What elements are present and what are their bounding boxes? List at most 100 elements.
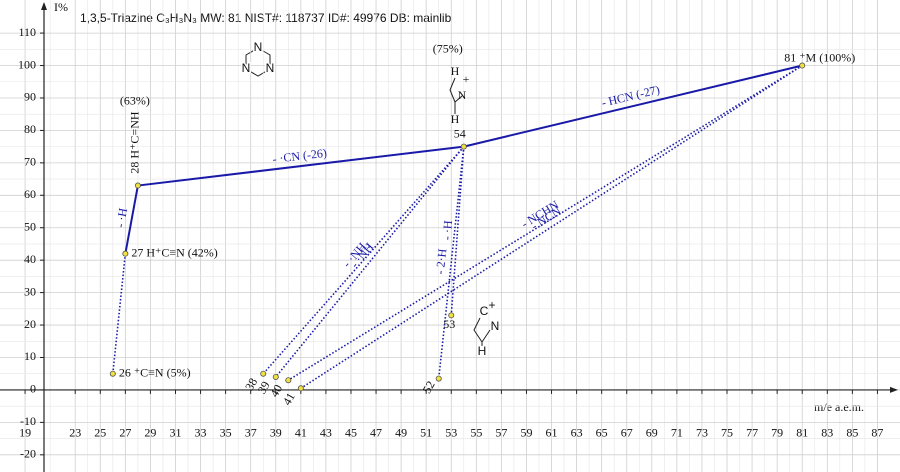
x-tick-label: 71 bbox=[671, 426, 683, 440]
x-tick-label: 41 bbox=[295, 426, 307, 440]
y-tick-label: -20 bbox=[20, 447, 36, 461]
peak-point bbox=[272, 373, 279, 380]
x-axis-arrow bbox=[890, 386, 898, 393]
peak-label: 52 bbox=[420, 378, 438, 395]
x-tick-label: 61 bbox=[546, 426, 558, 440]
y-axis-arrow bbox=[41, 2, 47, 10]
atom-label: H bbox=[478, 344, 487, 358]
loss-label: - 2·H bbox=[433, 248, 450, 275]
peak-point bbox=[260, 370, 267, 377]
transition-line bbox=[112, 253, 127, 374]
chart-title: 1,3,5-Triazine C₃H₃N₃ MW: 81 NIST#: 1187… bbox=[80, 11, 452, 25]
y-tick-label: 70 bbox=[24, 155, 36, 169]
x-tick-label: 47 bbox=[370, 426, 382, 440]
x-tick-label: 59 bbox=[520, 426, 532, 440]
x-tick-label: 63 bbox=[571, 426, 583, 440]
peak-label: 81 ⁺M (100%) bbox=[784, 50, 855, 64]
x-tick-label: 67 bbox=[621, 426, 633, 440]
atom-label: + bbox=[488, 298, 495, 312]
x-tick-label: 51 bbox=[420, 426, 432, 440]
peak-point bbox=[122, 250, 129, 257]
x-tick-label: 83 bbox=[821, 426, 833, 440]
x-tick-label: 57 bbox=[495, 426, 507, 440]
transition-line bbox=[287, 64, 803, 381]
atom-label: + bbox=[463, 72, 470, 86]
y-tick-label: 100 bbox=[18, 57, 36, 71]
y-axis-label: I% bbox=[54, 0, 68, 14]
x-tick-label: 73 bbox=[696, 426, 708, 440]
y-tick-label: 30 bbox=[24, 284, 36, 298]
atom-label: N bbox=[254, 40, 263, 54]
x-tick-label: 69 bbox=[646, 426, 658, 440]
x-tick-label: 19 bbox=[19, 426, 31, 440]
x-tick-label: 35 bbox=[220, 426, 232, 440]
x-tick-label: 55 bbox=[470, 426, 482, 440]
x-tick-label: 65 bbox=[596, 426, 608, 440]
peak-point bbox=[109, 370, 116, 377]
peak-point bbox=[448, 312, 455, 319]
transition-line bbox=[124, 185, 139, 254]
transitions bbox=[112, 64, 803, 389]
peak-label: 26 ⁺C≡N (5%) bbox=[119, 365, 191, 379]
loss-label: - ·NH bbox=[347, 240, 376, 271]
x-tick-label: 25 bbox=[94, 426, 106, 440]
atom-label: H bbox=[451, 112, 460, 126]
y-tick-label: 90 bbox=[24, 90, 36, 104]
x-tick-label: 33 bbox=[195, 426, 207, 440]
transition-line bbox=[463, 64, 803, 148]
x-tick-label: 31 bbox=[169, 426, 181, 440]
x-tick-label: 37 bbox=[245, 426, 257, 440]
ion53-bonds bbox=[473, 317, 491, 346]
y-tick-label: 80 bbox=[24, 122, 36, 136]
loss-label: - ·CN (-26) bbox=[272, 146, 328, 166]
peak-point bbox=[285, 377, 292, 384]
x-tick-label: 87 bbox=[871, 426, 883, 440]
peak-label: 27 H⁺C≡N (42%) bbox=[131, 245, 217, 259]
peak-point bbox=[460, 143, 467, 150]
transition-line bbox=[300, 64, 803, 389]
y-tick-label: -10 bbox=[20, 414, 36, 428]
x-tick-label: 85 bbox=[846, 426, 858, 440]
x-tick-label: 77 bbox=[746, 426, 758, 440]
x-tick-label: 45 bbox=[345, 426, 357, 440]
x-tick-label: 79 bbox=[771, 426, 783, 440]
transition-line bbox=[262, 146, 465, 375]
x-tick-label: 43 bbox=[320, 426, 332, 440]
peak-point bbox=[799, 62, 806, 69]
peak-label: 28 H⁺C=NH bbox=[128, 111, 142, 173]
x-tick-label: 27 bbox=[119, 426, 131, 440]
peak-point bbox=[435, 375, 442, 382]
y-tick-label: 50 bbox=[24, 219, 36, 233]
transition-line bbox=[137, 145, 464, 187]
y-tick-label: 40 bbox=[24, 252, 36, 266]
peak-percent: (63%) bbox=[120, 93, 150, 107]
x-tick-label: 29 bbox=[144, 426, 156, 440]
peak-percent: (75%) bbox=[433, 41, 463, 55]
y-tick-label: 110 bbox=[18, 25, 36, 39]
x-tick-label: 49 bbox=[395, 426, 407, 440]
y-tick-label: 60 bbox=[24, 187, 36, 201]
peak-label: 54 bbox=[454, 126, 466, 140]
x-tick-label: 23 bbox=[69, 426, 81, 440]
atom-label: H bbox=[451, 64, 460, 78]
peak-label: 53 bbox=[443, 317, 455, 331]
y-tick-label: 10 bbox=[24, 349, 36, 363]
x-tick-label: 81 bbox=[796, 426, 808, 440]
loss-label: - ·H bbox=[113, 207, 130, 229]
loss-label: - ·H bbox=[440, 220, 455, 241]
atom-label: N bbox=[266, 61, 275, 75]
atom-label: C bbox=[480, 304, 489, 318]
y-tick-label: 20 bbox=[24, 317, 36, 331]
atom-label: N bbox=[242, 61, 251, 75]
transition-line bbox=[450, 146, 465, 316]
transition-line bbox=[437, 146, 465, 379]
atom-label: N bbox=[458, 88, 467, 102]
x-tick-label: 39 bbox=[270, 426, 282, 440]
transition-line bbox=[275, 146, 465, 378]
x-tick-label: 53 bbox=[445, 426, 457, 440]
peak-point bbox=[297, 385, 304, 392]
atom-label: N bbox=[491, 319, 500, 333]
triazine-structure bbox=[245, 47, 271, 77]
y-tick-label: 0 bbox=[30, 382, 36, 396]
